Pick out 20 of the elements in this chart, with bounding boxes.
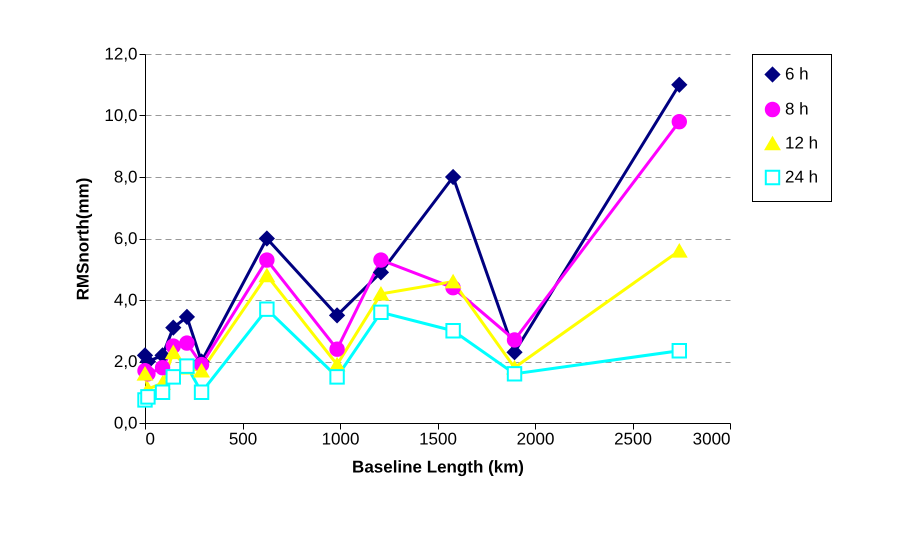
x-tick-label: 1000 — [322, 430, 360, 448]
legend-label: 8 h — [785, 100, 809, 118]
x-tick-label: 2000 — [516, 430, 554, 448]
y-axis-title: RMSnorth(mm) — [73, 178, 92, 300]
y-tick-label: 0,0 — [114, 414, 138, 432]
legend-label: 12 h — [785, 134, 818, 152]
y-tick-label: 12,0 — [104, 44, 138, 64]
y-tick-label: 8,0 — [114, 168, 138, 186]
x-axis-title: Baseline Length (km) — [352, 458, 524, 476]
y-tick-label: 6,0 — [114, 229, 138, 248]
x-tick-label: 1500 — [419, 430, 457, 448]
legend-label: 6 h — [785, 64, 809, 84]
x-tick-label: 500 — [228, 430, 258, 448]
y-tick-label: 4,0 — [114, 290, 138, 310]
y-tick-label: 10,0 — [104, 106, 138, 125]
x-tick-label: 2500 — [614, 430, 652, 448]
x-tick-label: 0 — [146, 430, 155, 448]
y-tick-label: 2,0 — [114, 352, 138, 371]
x-tick-label: 3000 — [692, 430, 730, 448]
legend-label: 24 h — [785, 168, 818, 186]
